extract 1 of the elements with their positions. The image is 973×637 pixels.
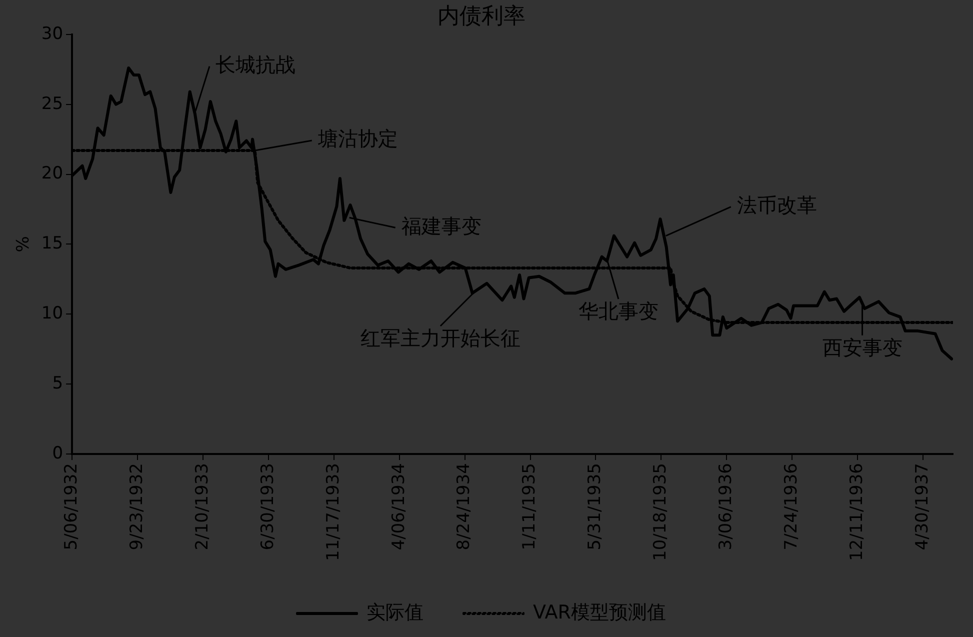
y-axis-title: % bbox=[14, 236, 34, 252]
